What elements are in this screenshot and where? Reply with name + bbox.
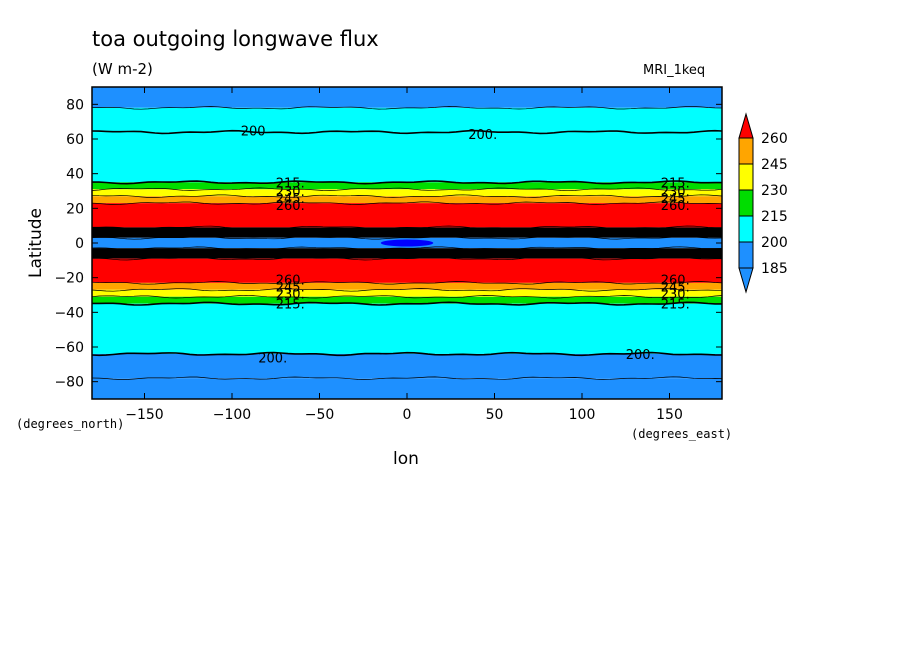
contour-line-13 xyxy=(92,301,722,306)
colorbar-label: 200 xyxy=(761,235,788,251)
x-tick-label: 100 xyxy=(569,407,596,423)
colorbar-segment xyxy=(738,189,754,217)
band-2 xyxy=(92,132,722,183)
contour-label: 200 xyxy=(241,124,266,139)
band-4 xyxy=(92,189,722,197)
band-16 xyxy=(92,378,722,399)
contour-line-6 xyxy=(92,225,722,230)
band-14 xyxy=(92,303,722,354)
y-tick-label: 80 xyxy=(66,97,84,113)
contour-label: 260. xyxy=(276,199,305,214)
x-units-label: (degrees_east) xyxy=(631,427,732,441)
x-tick-label: −50 xyxy=(305,407,335,423)
x-tick-label: −100 xyxy=(213,407,251,423)
colorbar-label: 215 xyxy=(761,209,788,225)
y-tick-label: 20 xyxy=(66,201,84,217)
contour-line-5 xyxy=(91,201,723,205)
band-7 xyxy=(92,227,722,238)
contour-label: 200. xyxy=(468,128,497,143)
contour-label: 245. xyxy=(661,192,690,207)
colorbar-label: 245 xyxy=(761,157,788,173)
contour-line-2 xyxy=(92,180,722,185)
contour-label: 215. xyxy=(661,298,690,313)
y-tick-label: −20 xyxy=(54,271,84,287)
x-tick-label: 150 xyxy=(656,407,683,423)
contour-line-15 xyxy=(91,376,723,380)
contour-lines xyxy=(91,106,723,380)
colorbar-label: 185 xyxy=(761,261,788,277)
band-5 xyxy=(92,196,722,204)
y-tick-label: −80 xyxy=(54,375,84,391)
contour-labels: 200 200.200. 200.215.230.245.260.215.230.2… xyxy=(241,124,690,366)
band-12 xyxy=(92,289,722,297)
band-9 xyxy=(92,248,722,259)
band-1 xyxy=(92,107,722,133)
contour-label: 230. xyxy=(661,185,690,200)
contour-label: 245. xyxy=(276,280,305,295)
x-axis: −150 −100 −50 0 50 100 150 xyxy=(125,87,683,423)
x-tick-label: 50 xyxy=(486,407,504,423)
contour-label: 245. xyxy=(661,280,690,295)
contour-label: 245. xyxy=(276,192,305,207)
contour-line-12 xyxy=(91,294,723,299)
contour-label: 230. xyxy=(661,287,690,302)
colorbar-segment xyxy=(738,163,754,191)
contour-label: 200. xyxy=(258,351,287,366)
contour-label: 260. xyxy=(661,273,690,288)
colorbar-segment xyxy=(738,241,754,269)
chart-units: (W m-2) xyxy=(92,60,153,78)
band-11 xyxy=(92,282,722,290)
y-tick-label: −40 xyxy=(54,305,84,321)
y-tick-label: 60 xyxy=(66,132,84,148)
contour-line-0 xyxy=(91,106,723,110)
band-10 xyxy=(92,258,722,283)
x-tick-label: −150 xyxy=(125,407,163,423)
contour-line-9 xyxy=(92,256,722,261)
model-name: MRI_1keq xyxy=(643,63,705,78)
plot-area: 200 200.200. 200.215.230.245.260.215.230.2… xyxy=(91,86,723,400)
contour-line-8 xyxy=(91,246,723,250)
y-tick-label: −60 xyxy=(54,340,84,356)
y-axis-label: Latitude xyxy=(26,208,46,278)
y-tick-label: 40 xyxy=(66,167,84,183)
y-tick-label: 0 xyxy=(75,236,84,252)
colorbar-label: 230 xyxy=(761,183,788,199)
colorbar-segment xyxy=(738,215,754,243)
contour-label: 230. xyxy=(276,185,305,200)
contour-line-14 xyxy=(91,351,723,357)
colorbar-segment xyxy=(738,137,754,165)
band-13 xyxy=(92,296,722,304)
x-tick-label: 0 xyxy=(403,407,412,423)
chart-title: toa outgoing longwave flux xyxy=(92,27,379,51)
colorbar: 260 245 230 215 200 185 xyxy=(738,112,788,294)
band-15 xyxy=(92,353,722,379)
contour-line-10 xyxy=(91,281,723,285)
band-6 xyxy=(92,203,722,228)
contour-line-1 xyxy=(91,129,723,135)
colorbar-arrow-bottom xyxy=(738,267,754,294)
contour-line-11 xyxy=(91,288,723,292)
contour-label: 215. xyxy=(661,176,690,191)
band-0 xyxy=(92,87,722,108)
colorbar-label: 260 xyxy=(761,131,788,147)
contour-label: 230. xyxy=(276,287,305,302)
contour-label: 215. xyxy=(276,176,305,191)
contour-line-4 xyxy=(91,194,723,198)
contour-label: 260. xyxy=(276,273,305,288)
colorbar-arrow-top xyxy=(738,112,754,139)
contour-line-7 xyxy=(91,236,723,240)
equatorial-minimum xyxy=(380,239,434,247)
x-axis-label: lon xyxy=(393,449,419,469)
band-3 xyxy=(92,182,722,190)
contour-line-3 xyxy=(91,187,723,192)
contour-label: 200. xyxy=(626,348,655,363)
contour-label: 215. xyxy=(276,298,305,313)
y-units-label: (degrees_north) xyxy=(16,417,124,431)
contour-fills xyxy=(92,87,722,399)
contour-label: 260. xyxy=(661,199,690,214)
